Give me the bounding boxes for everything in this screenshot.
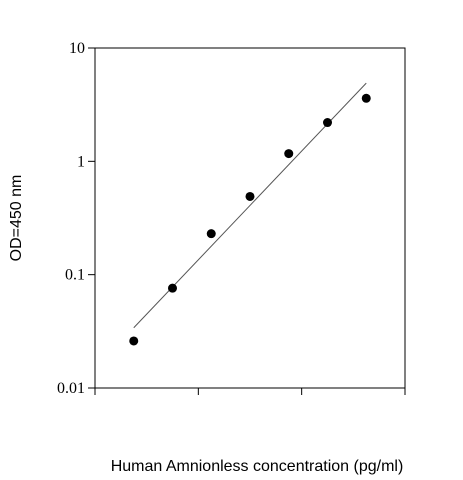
fit-line: [133, 82, 367, 329]
data-point: [323, 118, 332, 128]
y-tick-label: 1: [77, 153, 85, 170]
data-point: [168, 283, 177, 293]
points-layer: [129, 93, 371, 346]
x-axis: [94, 388, 406, 395]
y-axis-title: OD=450 nm: [8, 175, 25, 262]
y-tick-label: 0.01: [57, 380, 85, 397]
x-axis-title: Human Amnionless concentration (pg/ml): [111, 458, 404, 475]
data-point: [361, 93, 371, 103]
data-point: [245, 191, 255, 201]
trendline-layer: [133, 82, 367, 329]
plot-area: [94, 47, 406, 389]
y-tick-label: 0.1: [65, 267, 85, 284]
y-tick-label: 10: [69, 40, 85, 57]
plot-frame: [94, 47, 406, 389]
data-point: [284, 149, 294, 159]
data-point: [206, 229, 216, 239]
y-axis: 0.01 0.1 1 10: [57, 40, 95, 397]
data-point: [129, 336, 139, 346]
